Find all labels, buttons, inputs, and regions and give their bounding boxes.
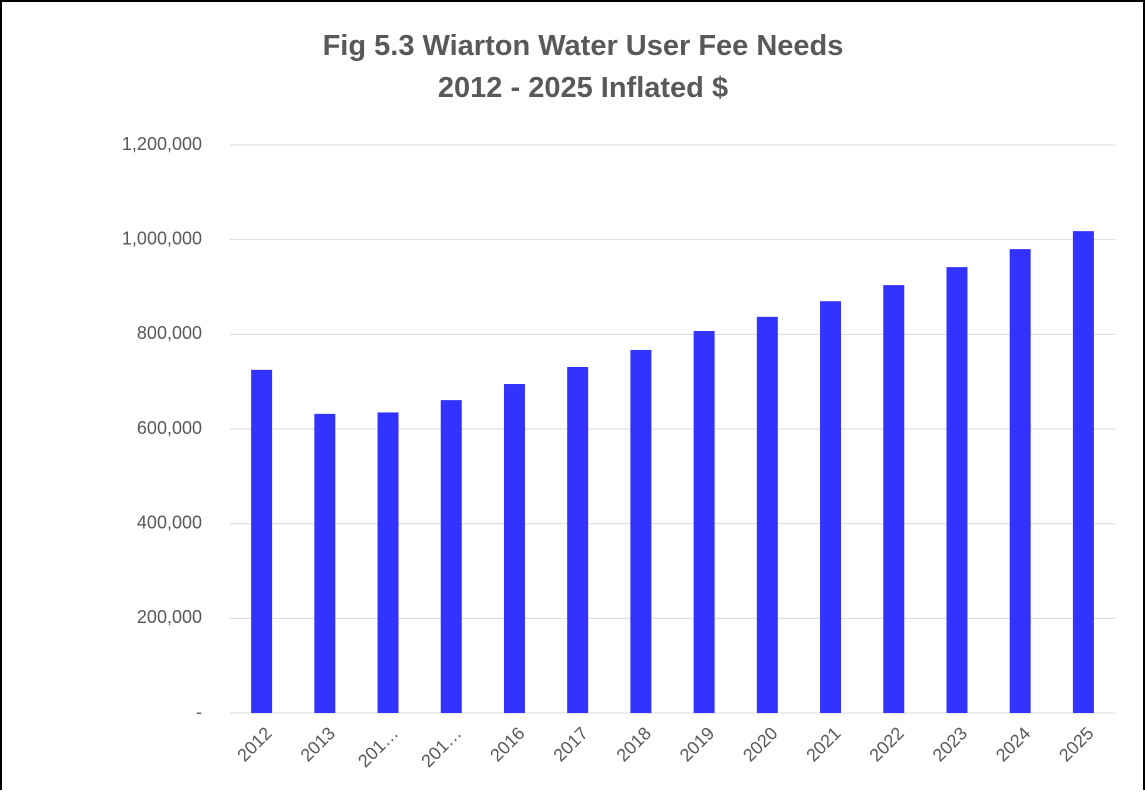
chart-title: Fig 5.3 Wiarton Water User Fee Needs <box>323 30 844 62</box>
bar <box>251 369 273 713</box>
bar <box>1072 231 1094 713</box>
y-tick-label: 800,000 <box>137 323 202 343</box>
y-tick-label: 400,000 <box>137 512 202 532</box>
bar <box>883 285 905 713</box>
bar <box>820 301 842 713</box>
bar <box>946 267 968 713</box>
y-tick-label: 600,000 <box>137 418 202 438</box>
bar <box>693 331 715 713</box>
y-tick-label: - <box>196 702 202 722</box>
bar <box>567 366 589 713</box>
y-tick-label: 200,000 <box>137 607 202 627</box>
bar <box>503 384 525 713</box>
bar <box>314 413 336 713</box>
bar <box>440 400 462 713</box>
chart-subtitle: 2012 - 2025 Inflated $ <box>438 72 728 104</box>
bar <box>756 316 778 713</box>
bar <box>630 349 652 713</box>
y-tick-label: 1,000,000 <box>122 228 202 248</box>
bar <box>1009 249 1031 713</box>
y-tick-label: 1,200,000 <box>122 134 202 154</box>
bar <box>377 412 399 713</box>
